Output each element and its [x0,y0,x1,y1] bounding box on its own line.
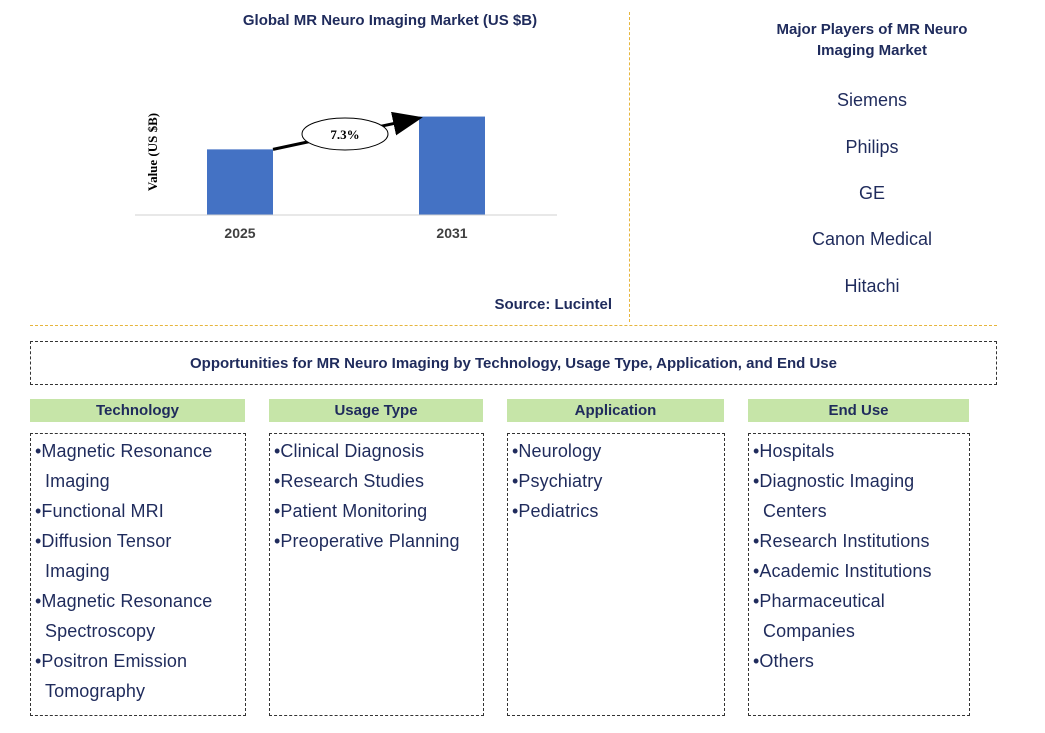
opportunities-title-text: Opportunities for MR Neuro Imaging by Te… [190,354,837,372]
list-item: Research Institutions [753,526,965,556]
player-item: GE [858,183,885,203]
list-item: Patient Monitoring [274,496,479,526]
chart-title: Global MR Neuro Imaging Market (US $B) [242,12,538,29]
list-item: Neurology [512,436,720,466]
list-item: Diagnostic Imaging Centers [753,466,965,526]
list-item: Magnetic Resonance Spectroscopy [35,586,241,646]
x-tick-label: 2031 [436,225,467,241]
player-item: Hitachi [844,276,900,296]
y-axis-label: Value (US $B) [145,113,160,191]
list-item: Research Studies [274,466,479,496]
column-list-usage-type: Clinical Diagnosis Research Studies Pati… [269,433,484,716]
list-item: Academic Institutions [753,556,965,586]
list-item: Others [753,646,965,676]
list-item: Hospitals [753,436,965,466]
player-item: Canon Medical [811,229,933,249]
list-item: Magnetic Resonance Imaging [35,436,241,496]
column-list-application: Neurology Psychiatry Pediatrics [507,433,725,716]
player-item: Philips [845,137,899,157]
list-item: Functional MRI [35,496,241,526]
x-tick-label: 2025 [224,225,255,241]
list-item: Psychiatry [512,466,720,496]
list-item: Diffusion Tensor Imaging [35,526,241,586]
list-item: Positron Emission Tomography [35,646,241,706]
list-item: Pediatrics [512,496,720,526]
list-item: Preoperative Planning [274,526,479,556]
bar-2025 [207,149,273,215]
player-item: Siemens [836,90,908,110]
list-item: Pharmaceutical Companies [753,586,965,646]
vertical-divider [629,12,630,322]
column-heading-usage-type: Usage Type [269,399,483,422]
column-heading-end-use: End Use [748,399,969,422]
cagr-label: 7.3% [330,127,359,142]
horizontal-divider [30,325,997,326]
players-title: Major Players of MR Neuro Imaging Market [776,21,968,59]
column-heading-application: Application [507,399,724,422]
column-list-end-use: Hospitals Diagnostic Imaging Centers Res… [748,433,970,716]
opportunities-title: Opportunities for MR Neuro Imaging by Te… [30,341,997,385]
bar-2031 [419,116,485,215]
column-list-technology: Magnetic Resonance Imaging Functional MR… [30,433,246,716]
list-item: Clinical Diagnosis [274,436,479,466]
source-label: Source: Lucintel [494,296,612,313]
cagr-ellipse [301,117,389,151]
bar-chart: Value (US $B) 2025 2031 7.3% [135,111,557,241]
column-heading-technology: Technology [30,399,245,422]
